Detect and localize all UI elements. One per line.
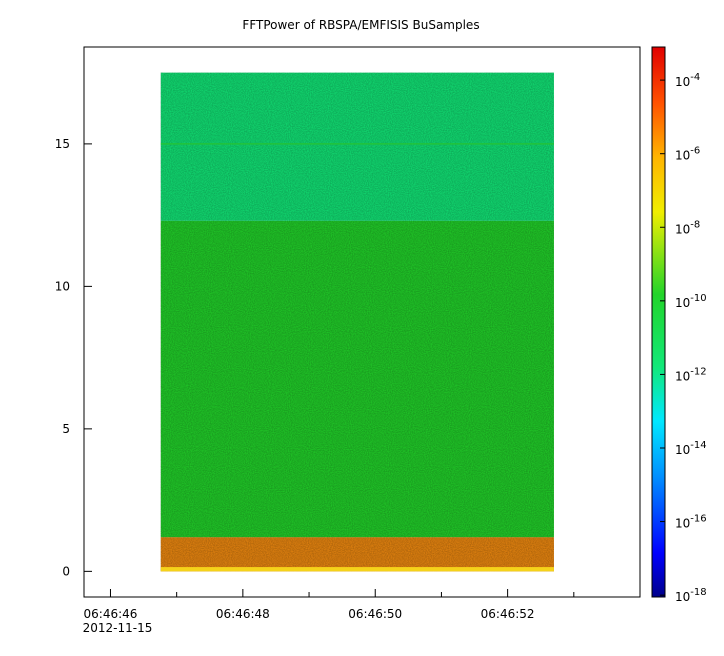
spectrogram-edge — [160, 567, 554, 572]
colorbar-tick-label: 10-4 — [675, 72, 700, 89]
y-tick-label: 15 — [55, 137, 70, 151]
colorbar-tick-label: 10-14 — [675, 440, 707, 457]
x-tick-label: 06:46:48 — [216, 607, 270, 621]
colorbar-tick-label: 10-18 — [675, 587, 707, 604]
y-tick-label: 0 — [62, 564, 70, 578]
colorbar-gradient-bar — [651, 46, 666, 598]
colorbar-tick-label: 10-10 — [675, 293, 707, 310]
spectrogram-noise — [160, 72, 554, 572]
colorbar-tick-label: 10-6 — [675, 146, 700, 163]
x-tick-label: 06:46:50 — [348, 607, 402, 621]
x-tick-label: 06:46:46 — [84, 607, 138, 621]
colorbar-tick-label: 10-8 — [675, 219, 700, 236]
chart-title: FFTPower of RBSPA/EMFISIS BuSamples — [242, 18, 479, 32]
x-tick-sublabel: 2012-11-15 — [83, 621, 153, 635]
y-tick-label: 10 — [55, 279, 70, 293]
colorbar: 10-4 10-6 10-8 10-10 10-12 10-14 10-16 10-18 — [651, 46, 707, 604]
x-tick-label: 06:46:52 — [481, 607, 535, 621]
y-tick-label: 5 — [62, 422, 70, 436]
plot-frame — [83, 46, 641, 598]
colorbar-tick-label: 10-16 — [675, 514, 707, 531]
colorbar-tick-label: 10-12 — [675, 366, 707, 383]
